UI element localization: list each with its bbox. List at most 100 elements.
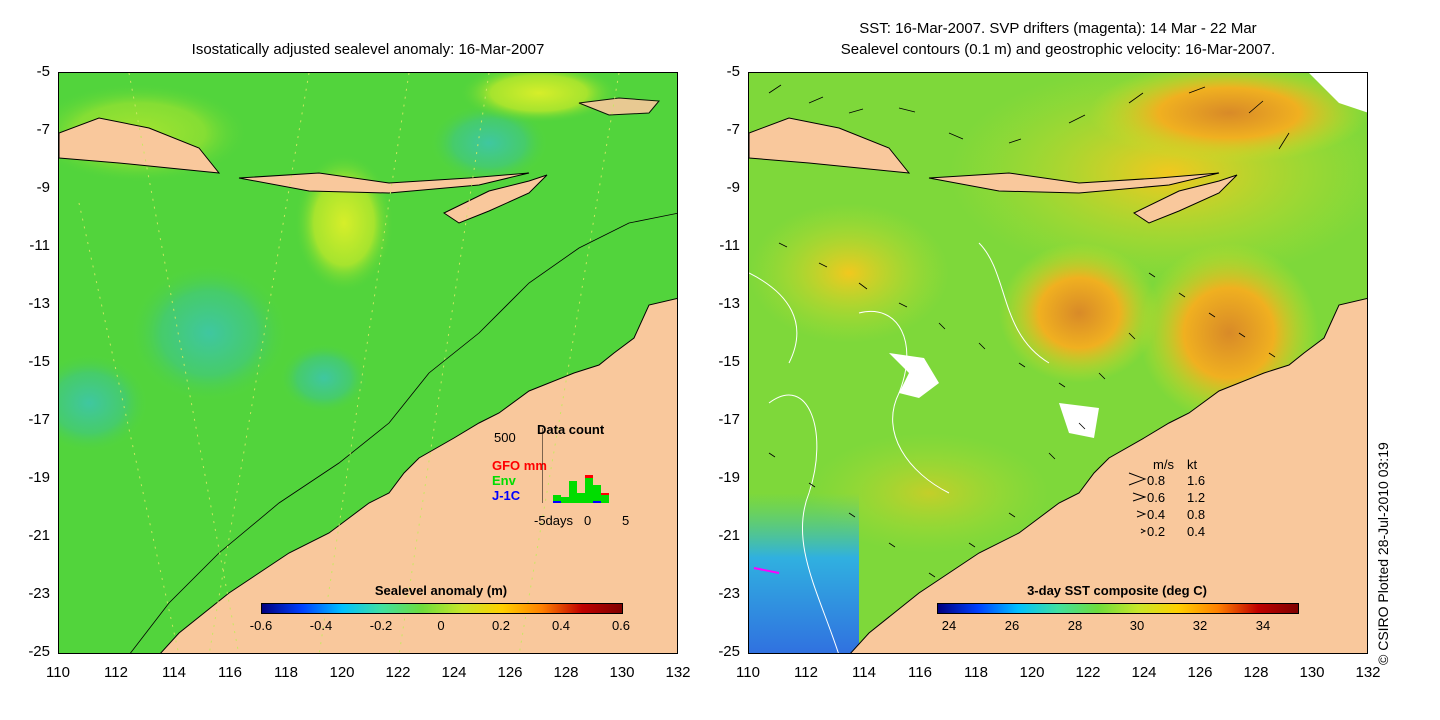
x-tick: 124 xyxy=(441,664,467,681)
java-island xyxy=(59,117,221,174)
x-tick: 128 xyxy=(1243,664,1269,681)
x-tick: 116 xyxy=(908,664,932,681)
y-tick: -21 xyxy=(718,527,740,544)
x-tick: 114 xyxy=(162,664,186,681)
sst-colorbar xyxy=(937,603,1299,614)
australia-land-sst xyxy=(850,297,1367,653)
x-tick: 122 xyxy=(1075,664,1101,681)
x-tick: 124 xyxy=(1131,664,1157,681)
x-tick: 114 xyxy=(852,664,876,681)
x-tick: 122 xyxy=(385,664,411,681)
y-tick: -11 xyxy=(29,237,50,254)
y-tick: -9 xyxy=(36,179,50,196)
y-tick: -19 xyxy=(718,469,740,486)
cb-tick: -0.2 xyxy=(369,618,393,633)
cb-tick: 28 xyxy=(1067,618,1083,633)
y-tick: -25 xyxy=(28,643,50,660)
y-tick: -7 xyxy=(726,121,740,138)
inset-title: Data count xyxy=(537,422,605,437)
x-tick: 132 xyxy=(665,664,691,681)
x-tick: 112 xyxy=(104,664,128,681)
java-island-sst xyxy=(749,117,911,174)
sst-colorbar-ticks: 24 26 28 30 32 34 xyxy=(749,618,1367,634)
sealevel-anomaly-map: Sealevel anomaly (m) -0.6 -0.4 -0.2 0 0.… xyxy=(58,72,678,654)
sst-map: m/s kt 0.8 1.6 0.6 1.2 0.4 0.8 0.2 0.4 3… xyxy=(748,72,1368,654)
sealevel-anomaly-field xyxy=(59,73,677,653)
y-tick: -17 xyxy=(28,411,50,428)
data-count-histogram xyxy=(542,428,609,503)
sealevel-colorbar xyxy=(261,603,623,614)
y-tick: -17 xyxy=(718,411,740,428)
right-map-title-line2: Sealevel contours (0.1 m) and geostrophi… xyxy=(840,41,1276,58)
inset-x-label-zero: 0 xyxy=(584,513,592,528)
australia-land xyxy=(160,297,677,653)
x-tick: 120 xyxy=(1019,664,1045,681)
inset-x-label-start: -5days xyxy=(534,513,574,528)
inset-legend-env: Env xyxy=(492,473,516,488)
legend-row-ms: 0.4 xyxy=(1147,507,1166,522)
legend-row-ms: 0.6 xyxy=(1147,490,1166,505)
y-tick: -7 xyxy=(36,121,50,138)
cb-tick: 0.4 xyxy=(551,618,571,633)
cb-tick: 34 xyxy=(1255,618,1271,633)
nusa-tenggara-islands xyxy=(238,172,530,194)
cb-tick: 26 xyxy=(1004,618,1020,633)
x-tick: 112 xyxy=(794,664,818,681)
y-tick: -19 xyxy=(28,469,50,486)
cb-tick: 0.6 xyxy=(611,618,631,633)
x-tick: 132 xyxy=(1355,664,1381,681)
y-tick: -23 xyxy=(718,585,740,602)
data-count-inset: Data count 500 GFO mm Env J-1C -5days 0 … xyxy=(484,418,634,528)
velocity-legend: m/s kt 0.8 1.6 0.6 1.2 0.4 0.8 0.2 0.4 xyxy=(1127,455,1237,545)
left-map-title: Isostatically adjusted sealevel anomaly:… xyxy=(191,41,545,58)
legend-header-ms: m/s xyxy=(1153,457,1174,472)
legend-header-kt: kt xyxy=(1187,457,1198,472)
cb-tick: -0.4 xyxy=(309,618,333,633)
legend-arrow-glyphs xyxy=(1128,472,1147,534)
cb-tick: 0.2 xyxy=(491,618,511,633)
nusa-tenggara-islands-sst xyxy=(928,172,1220,194)
legend-row-kt: 0.4 xyxy=(1187,524,1206,539)
x-tick: 120 xyxy=(329,664,355,681)
x-tick: 118 xyxy=(964,664,988,681)
y-tick: -5 xyxy=(36,63,50,80)
inset-legend-gfo: GFO mm xyxy=(492,458,547,473)
y-tick: -25 xyxy=(718,643,740,660)
timor-island-sst xyxy=(1132,174,1238,224)
cb-tick: 0 xyxy=(437,618,445,633)
y-tick: -11 xyxy=(719,237,740,254)
sst-field xyxy=(749,73,1367,653)
x-tick: 126 xyxy=(1187,664,1213,681)
x-tick: 128 xyxy=(553,664,579,681)
x-tick: 126 xyxy=(497,664,523,681)
right-map-title-line1: SST: 16-Mar-2007. SVP drifters (magenta)… xyxy=(859,20,1257,37)
inset-legend-j1c: J-1C xyxy=(492,488,521,503)
x-tick: 110 xyxy=(46,664,70,681)
legend-row-ms: 0.8 xyxy=(1147,473,1166,488)
cb-tick: 24 xyxy=(941,618,957,633)
cb-tick: 30 xyxy=(1129,618,1145,633)
x-tick: 130 xyxy=(609,664,635,681)
y-tick: -23 xyxy=(28,585,50,602)
sst-colorbar-label: 3-day SST composite (deg C) xyxy=(1027,583,1207,598)
inset-ymax: 500 xyxy=(494,430,516,445)
cb-tick: -0.6 xyxy=(249,618,273,633)
y-tick: -13 xyxy=(718,295,740,312)
sealevel-colorbar-ticks: -0.6 -0.4 -0.2 0 0.2 0.4 0.6 xyxy=(241,618,641,634)
y-tick: -21 xyxy=(28,527,50,544)
inset-x-label-end: 5 xyxy=(622,513,630,528)
velocity-arrows xyxy=(768,84,1290,578)
x-tick: 110 xyxy=(736,664,760,681)
legend-row-kt: 1.2 xyxy=(1187,490,1206,505)
northern-islands xyxy=(578,97,661,116)
legend-row-ms: 0.2 xyxy=(1147,524,1166,539)
timor-island xyxy=(442,174,548,224)
x-tick: 118 xyxy=(274,664,298,681)
copyright-label: © CSIRO Plotted 28-Jul-2010 03:19 xyxy=(1375,442,1391,665)
legend-row-kt: 1.6 xyxy=(1187,473,1206,488)
y-tick: -5 xyxy=(726,63,740,80)
cb-tick: 32 xyxy=(1192,618,1208,633)
legend-row-kt: 0.8 xyxy=(1187,507,1206,522)
x-tick: 116 xyxy=(218,664,242,681)
y-tick: -15 xyxy=(28,353,50,370)
